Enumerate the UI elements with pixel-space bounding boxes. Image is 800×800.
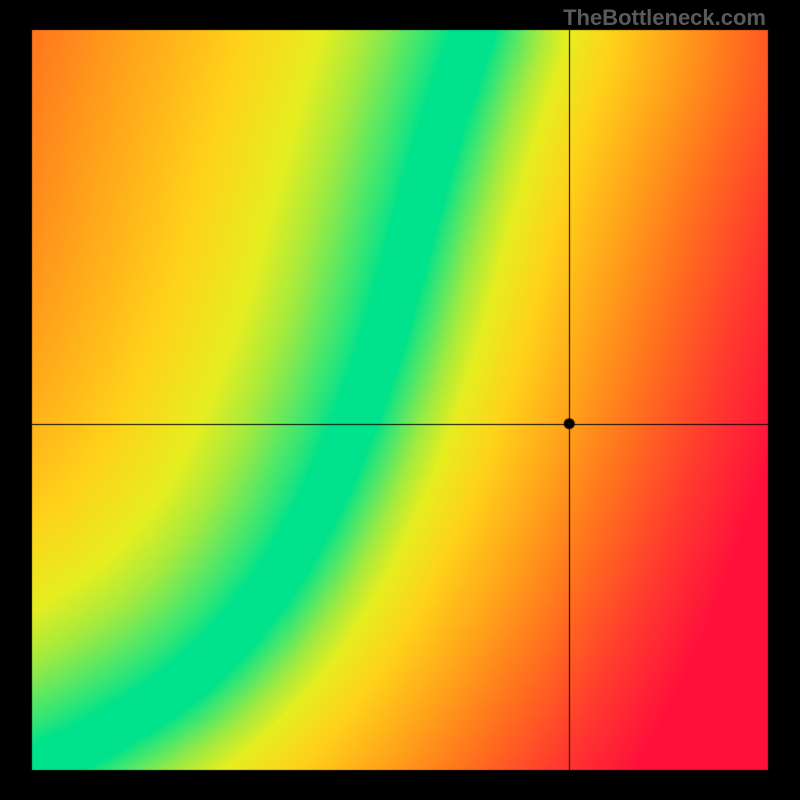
crosshair-overlay (0, 0, 800, 800)
watermark-text: TheBottleneck.com (563, 5, 766, 31)
